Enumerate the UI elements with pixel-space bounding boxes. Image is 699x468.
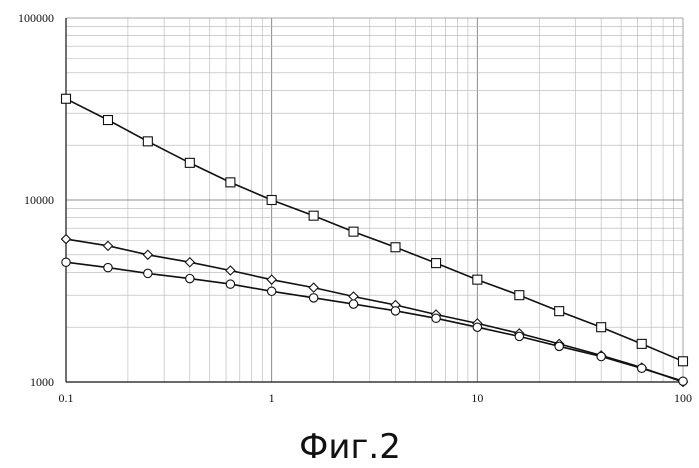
circle-marker: [679, 377, 687, 385]
circle-marker: [473, 323, 481, 331]
square-marker: [597, 323, 606, 332]
square-marker: [349, 227, 358, 236]
square-marker: [309, 211, 318, 220]
diamond-marker: [226, 266, 235, 275]
circle-marker: [226, 280, 234, 288]
diamond-marker: [103, 241, 112, 250]
chart-axes: 0.1 1 10 100 1000 10000 100000: [18, 11, 692, 405]
circle-marker: [638, 364, 646, 372]
square-marker: [62, 94, 71, 103]
x-tick-label: 0.1: [59, 391, 74, 405]
circle-marker: [309, 294, 317, 302]
square-marker: [432, 259, 441, 268]
square-marker: [185, 158, 194, 167]
series-line-square: [66, 99, 683, 362]
diamond-marker: [143, 250, 152, 259]
series-line-diamond: [66, 239, 683, 382]
square-marker: [267, 196, 276, 205]
circle-marker: [432, 314, 440, 322]
circle-marker: [186, 274, 194, 282]
diamond-marker: [62, 235, 71, 244]
circle-marker: [515, 332, 523, 340]
square-marker: [637, 339, 646, 348]
series-line-circle: [66, 262, 683, 381]
circle-marker: [62, 258, 70, 266]
circle-marker: [267, 287, 275, 295]
square-marker: [555, 307, 564, 316]
diamond-marker: [267, 275, 276, 284]
y-tick-label: 1000: [30, 375, 54, 389]
square-marker: [515, 291, 524, 300]
y-tick-label: 100000: [18, 11, 54, 25]
figure-caption: Фиг.2: [299, 427, 401, 467]
square-marker: [473, 275, 482, 284]
circle-marker: [555, 342, 563, 350]
x-tick-label: 10: [471, 391, 483, 405]
circle-marker: [104, 263, 112, 271]
x-tick-label: 100: [674, 391, 692, 405]
x-tick-label: 1: [269, 391, 275, 405]
square-marker: [391, 243, 400, 252]
diamond-marker: [309, 283, 318, 292]
chart-gridlines: [66, 18, 683, 382]
square-marker: [679, 357, 688, 366]
square-marker: [226, 178, 235, 187]
circle-marker: [144, 269, 152, 277]
diamond-marker: [185, 258, 194, 267]
square-marker: [143, 137, 152, 146]
y-tick-label: 10000: [24, 193, 54, 207]
circle-marker: [391, 307, 399, 315]
circle-marker: [597, 352, 605, 360]
circle-marker: [349, 300, 357, 308]
square-marker: [103, 116, 112, 125]
